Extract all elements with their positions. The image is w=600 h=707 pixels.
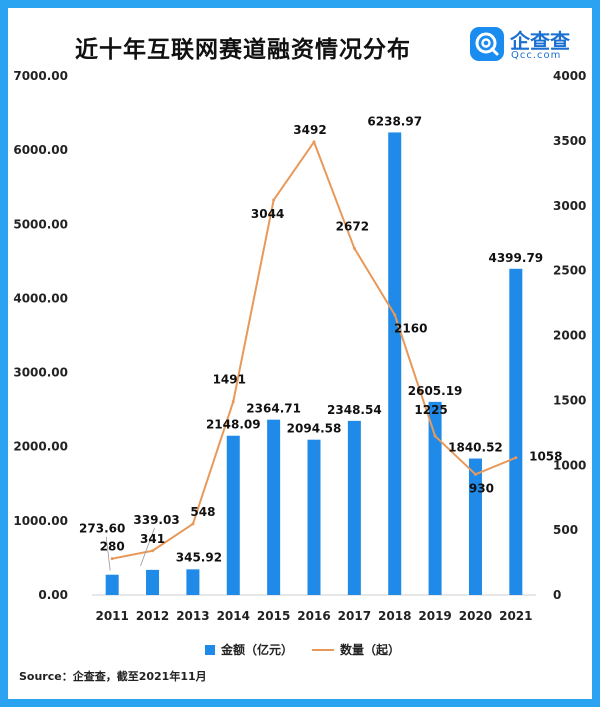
line-point-count [473,472,477,476]
y-right-tick-label: 2000 [553,329,586,343]
legend-swatch-bar [205,645,215,655]
line-value-label: 1491 [213,373,246,387]
line-value-label: 280 [100,540,125,554]
bar-value-label: 2348.54 [327,403,382,417]
qcc-logo-icon [470,27,504,61]
y-right-tick-label: 3500 [553,134,586,148]
y-left-tick-label: 6000.00 [13,143,68,157]
x-tick-label: 2013 [176,609,209,623]
line-point-count [151,549,155,553]
bar-value-label: 4399.79 [488,251,543,265]
x-tick-label: 2021 [499,609,532,623]
line-point-count [352,246,356,250]
line-value-label: 3492 [293,123,326,137]
bar-amount [428,401,442,595]
bar-amount [146,569,160,595]
line-value-label: 1058 [529,450,562,464]
x-tick-label: 2015 [257,609,290,623]
y-right-tick-label: 2500 [553,264,586,278]
line-value-label: 1225 [414,403,447,417]
bar-value-label: 6238.97 [367,114,422,128]
line-point-count [393,313,397,317]
bar-value-label: 2364.71 [246,402,301,416]
logo-name: 企查查 [510,29,570,53]
line-point-count [272,198,276,202]
legend-swatch-line [312,649,334,651]
chart-card: 近十年互联网赛道融资情况分布 企查查 Qcc.com 0.00 1000.00 20… [8,8,592,699]
combo-chart: 0.00 1000.00 2000.00 3000.00 4000.00 5000.00 6… [13,69,586,623]
y-right-tick-label: 500 [553,523,578,537]
line-value-label: 548 [190,505,215,519]
bar-value-label: 2148.09 [206,418,261,432]
y-left-tick-label: 1000.00 [13,514,68,528]
bar-amount [226,435,240,595]
line-point-count [191,522,195,526]
line-point-count [433,434,437,438]
chart-legend: 金额（亿元） 数量（起） [8,641,592,661]
bar-amount [509,268,523,595]
label-leader-line [140,527,155,567]
line-value-label: 341 [140,532,165,546]
logo-domain: Qcc.com [511,50,562,61]
y-right-tick-label: 0 [553,588,561,602]
y-left-tick-label: 0.00 [38,588,68,602]
bar-amount [468,458,482,595]
bar-value-label: 1840.52 [448,441,503,455]
line-point-count [110,557,114,561]
x-tick-label: 2012 [136,609,169,623]
y-right-tick-label: 1500 [553,393,586,407]
x-tick-label: 2011 [95,609,128,623]
bar-amount [186,569,200,595]
y-left-tick-label: 5000.00 [13,217,68,231]
bar-amount [388,132,402,596]
line-value-label: 2672 [336,219,369,233]
x-tick-label: 2017 [338,609,371,623]
legend-item-amount: 金额（亿元） [205,641,293,658]
qcc-logo: 企查查 Qcc.com [470,24,590,68]
y-left-tick-label: 3000.00 [13,366,68,380]
line-point-count [312,140,316,144]
x-tick-label: 2014 [217,609,250,623]
y-left-tick-label: 2000.00 [13,440,68,454]
bar-value-label: 339.03 [133,513,179,527]
x-tick-label: 2020 [459,609,492,623]
y-left-tick-label: 4000.00 [13,291,68,305]
bar-value-label: 2094.58 [287,422,342,436]
y-right-tick-label: 3000 [553,199,586,213]
line-value-label: 930 [469,481,494,495]
legend-label-count: 数量（起） [340,643,401,657]
bar-value-label: 345.92 [176,550,222,564]
bar-amount [105,574,119,595]
y-right-tick-label: 1000 [553,458,586,472]
bar-amount [307,439,321,595]
x-tick-label: 2016 [297,609,330,623]
x-tick-label: 2018 [378,609,411,623]
line-value-label: 3044 [251,207,284,221]
line-value-label: 2160 [394,322,427,336]
bar-value-label: 273.60 [79,522,125,536]
label-leader-line [105,536,111,571]
source-note: Source：企查查，截至2021年11月 [19,670,207,683]
bar-amount [267,419,281,595]
line-point-count [231,400,235,404]
y-left-tick-label: 7000.00 [13,69,68,83]
bar-value-label: 2605.19 [408,384,463,398]
line-point-count [514,456,518,460]
legend-label-amount: 金额（亿元） [221,643,294,657]
y-right-tick-label: 4000 [553,69,586,83]
chart-title: 近十年互联网赛道融资情况分布 [75,37,411,63]
bar-amount [347,420,361,595]
x-tick-label: 2019 [418,609,451,623]
legend-item-count: 数量（起） [312,641,400,658]
